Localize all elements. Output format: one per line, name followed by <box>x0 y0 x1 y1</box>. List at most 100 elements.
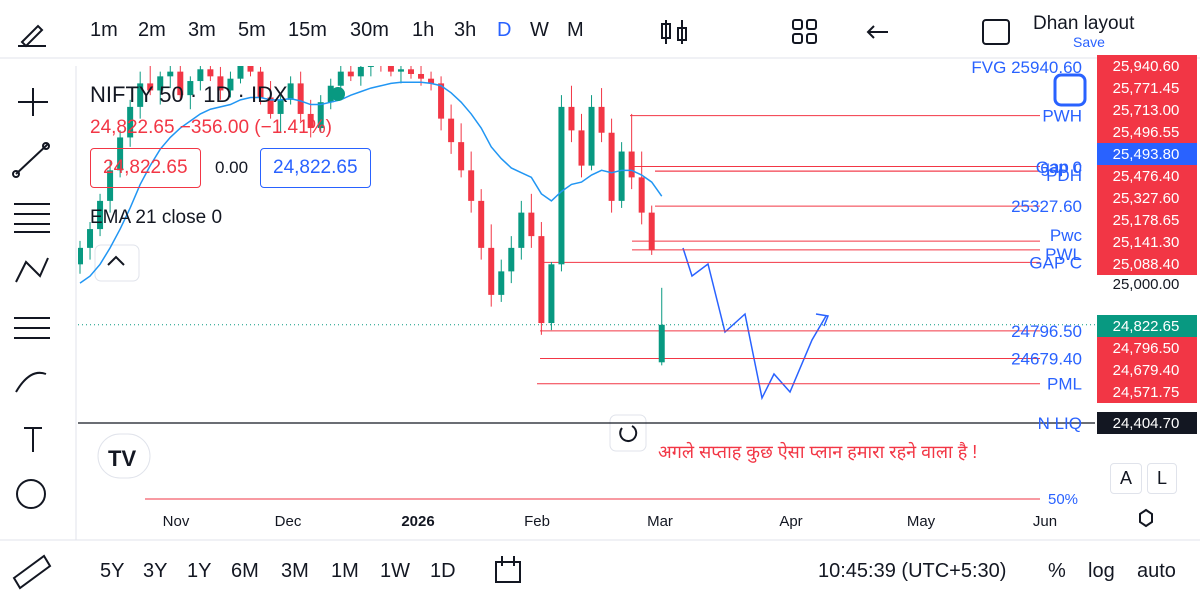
x-tick-label: Nov <box>163 513 190 530</box>
interval-button[interactable]: 2m <box>138 19 166 41</box>
price-badge-bg <box>1097 359 1197 381</box>
x-tick-label: Feb <box>524 513 550 530</box>
price-badge-bg <box>1097 165 1197 187</box>
interval-button[interactable]: 5m <box>238 19 266 41</box>
x-tick-label: May <box>907 513 936 530</box>
level-label: 24679.40 <box>1011 349 1082 368</box>
level-label: PWL <box>1045 245 1082 264</box>
layout-save[interactable]: Save <box>1073 34 1105 50</box>
price-badge: 25,496.55 <box>1113 124 1180 141</box>
x-tick-label: Dec <box>275 513 302 530</box>
candle-body <box>257 71 264 98</box>
candle-body <box>97 200 104 230</box>
candle-body <box>478 200 485 248</box>
range-button[interactable]: 1W <box>380 560 410 582</box>
x-tick-label: 2026 <box>401 513 434 530</box>
candle-body <box>428 78 435 84</box>
level-label: GAP C <box>1029 253 1082 272</box>
candle-body <box>287 83 294 100</box>
candle-body <box>317 102 324 129</box>
level-label: PDH <box>1046 166 1082 185</box>
interval-button[interactable]: 30m <box>350 19 389 41</box>
candle-body <box>107 170 114 201</box>
candle-body <box>187 81 194 96</box>
candle-body <box>197 69 204 82</box>
candle-body <box>618 151 625 201</box>
level-label: Gap 0 <box>1036 158 1082 177</box>
candle-body <box>508 247 515 272</box>
annotation: अगले सप्ताह कुछ ऐसा प्लान हमारा रहने वाल… <box>658 441 977 463</box>
candle-body <box>387 66 394 72</box>
price-badge-bg <box>1097 187 1197 209</box>
price-badge-bg <box>1097 412 1197 434</box>
scale-a[interactable]: A <box>1110 463 1143 494</box>
price-badge-bg <box>1097 77 1197 99</box>
log-toggle[interactable]: log <box>1088 560 1115 582</box>
price-badge-bg <box>1097 55 1197 77</box>
candle-body <box>407 69 414 74</box>
range-button[interactable]: 1D <box>430 560 456 582</box>
candle-body <box>347 71 354 77</box>
auto-toggle[interactable]: auto <box>1137 560 1176 582</box>
price-badge: 24,404.70 <box>1113 415 1180 432</box>
price-badge: 24,796.50 <box>1113 340 1180 357</box>
price-badge: 25,000.00 <box>1113 276 1180 293</box>
price-badge-bg <box>1097 253 1197 275</box>
range-button[interactable]: 1M <box>331 560 359 582</box>
interval-button[interactable]: 15m <box>288 19 327 41</box>
candle-body <box>458 142 465 171</box>
range-button[interactable]: 6M <box>231 560 259 582</box>
candle-body <box>518 212 525 248</box>
price-badge-bg <box>1097 209 1197 231</box>
candle-body <box>488 247 495 295</box>
scale-l[interactable]: L <box>1147 463 1178 494</box>
candle-body <box>247 66 254 72</box>
price-badge: 24,571.75 <box>1113 384 1180 401</box>
level-label: PWH <box>1042 107 1082 126</box>
range-button[interactable]: 5Y <box>100 560 125 582</box>
candle-body <box>87 229 94 248</box>
candle-body <box>638 177 645 213</box>
price-badge-bg <box>1097 315 1197 337</box>
x-tick-label: Mar <box>647 513 673 530</box>
price-badge: 25,940.60 <box>1113 58 1180 75</box>
level-label: FVG 25940.60 <box>971 58 1082 77</box>
interval-button[interactable]: D <box>497 19 512 41</box>
sell-price[interactable]: 24,822.65 <box>90 148 201 188</box>
candle-body <box>127 106 134 138</box>
candle-body <box>78 247 83 265</box>
candle-body <box>418 73 425 79</box>
interval-button[interactable]: 3m <box>188 19 216 41</box>
ema-line <box>79 81 663 284</box>
range-button[interactable]: 3Y <box>143 560 168 582</box>
interval-button[interactable]: 1h <box>412 19 435 41</box>
plot-area <box>78 66 1095 424</box>
candle-body <box>217 76 224 91</box>
candle-body <box>608 132 615 201</box>
level-label: 24796.50 <box>1011 322 1082 341</box>
interval-button[interactable]: M <box>567 19 584 41</box>
candle-body <box>307 113 314 129</box>
layout-name[interactable]: Dhan layout <box>1033 13 1135 34</box>
candle-body <box>528 212 535 237</box>
candle-body <box>588 106 595 166</box>
candle-body <box>137 83 144 107</box>
candle-body <box>548 264 555 324</box>
interval-button[interactable]: 1m <box>90 19 118 41</box>
range-button[interactable]: 1Y <box>187 560 212 582</box>
symbol: NIFTY 50 · 1D · IDX <box>90 82 288 107</box>
candle-body <box>157 76 164 91</box>
level-label: 25327.60 <box>1011 197 1082 216</box>
candle-body <box>468 170 475 201</box>
candle-body <box>578 130 585 166</box>
candle-body <box>297 83 304 114</box>
percent-toggle[interactable]: % <box>1048 560 1066 582</box>
price-badge: 25,178.65 <box>1113 212 1180 229</box>
interval-button[interactable]: W <box>530 19 549 41</box>
buy-price[interactable]: 24,822.65 <box>260 148 371 188</box>
range-button[interactable]: 3M <box>281 560 309 582</box>
price-badge: 25,327.60 <box>1113 190 1180 207</box>
candle-body <box>367 66 374 67</box>
interval-button[interactable]: 3h <box>454 19 477 41</box>
